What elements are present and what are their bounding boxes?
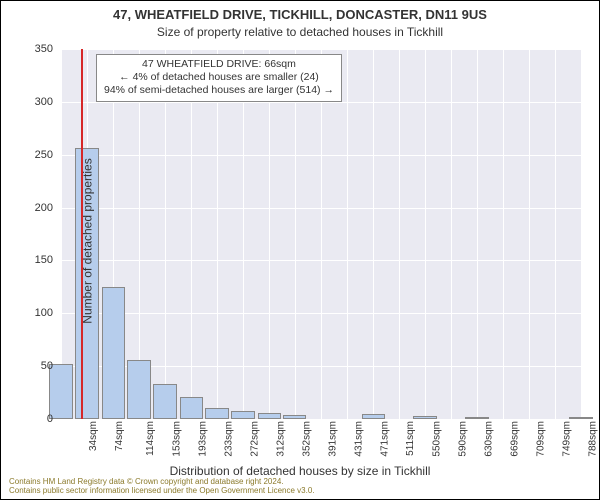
x-tick-label: 709sqm [536, 421, 547, 457]
x-tick-label: 749sqm [562, 421, 573, 457]
x-tick-label: 590sqm [458, 421, 469, 457]
gridline-x [477, 49, 478, 419]
gridline-x [165, 49, 166, 419]
histogram-bar [49, 364, 72, 419]
gridline-x [581, 49, 582, 419]
x-axis-label: Distribution of detached houses by size … [1, 464, 599, 478]
y-tick-label: 300 [13, 96, 53, 108]
gridline-x [373, 49, 374, 419]
histogram-bar [258, 413, 281, 419]
y-tick-label: 100 [13, 307, 53, 319]
chart-title-main: 47, WHEATFIELD DRIVE, TICKHILL, DONCASTE… [1, 7, 599, 22]
x-tick-label: 193sqm [198, 421, 209, 457]
x-tick-label: 352sqm [302, 421, 313, 457]
y-tick-label: 350 [13, 43, 53, 55]
gridline-x [399, 49, 400, 419]
chart-figure: 47, WHEATFIELD DRIVE, TICKHILL, DONCASTE… [0, 0, 600, 500]
x-tick-label: 233sqm [224, 421, 235, 457]
x-tick-label: 431sqm [354, 421, 365, 457]
histogram-bar [205, 408, 228, 419]
histogram-bar [283, 415, 306, 419]
histogram-bar [465, 417, 488, 419]
annotation-line: 94% of semi-detached houses are larger (… [104, 84, 334, 97]
annotation-box: 47 WHEATFIELD DRIVE: 66sqm← 4% of detach… [96, 54, 342, 102]
histogram-bar [569, 417, 592, 419]
histogram-bar [362, 414, 385, 419]
y-tick-label: 250 [13, 149, 53, 161]
gridline-x [425, 49, 426, 419]
histogram-bar [180, 397, 203, 419]
gridline-x [295, 49, 296, 419]
gridline-x [191, 49, 192, 419]
x-tick-label: 34sqm [88, 421, 99, 451]
annotation-line: ← 4% of detached houses are smaller (24) [104, 71, 334, 84]
x-tick-label: 272sqm [249, 421, 260, 457]
y-tick-label: 50 [13, 360, 53, 372]
x-tick-label: 630sqm [484, 421, 495, 457]
x-tick-label: 471sqm [380, 421, 391, 457]
footer-line-1: Contains HM Land Registry data © Crown c… [9, 477, 284, 486]
footer-line-2: Contains public sector information licen… [9, 486, 315, 495]
x-tick-label: 74sqm [114, 421, 125, 451]
y-tick-label: 200 [13, 202, 53, 214]
gridline-x [555, 49, 556, 419]
histogram-bar [231, 411, 254, 419]
x-tick-label: 550sqm [432, 421, 443, 457]
histogram-bar [413, 416, 436, 419]
x-tick-label: 511sqm [405, 421, 416, 456]
x-tick-label: 669sqm [509, 421, 520, 457]
footer-attribution: Contains HM Land Registry data © Crown c… [9, 478, 591, 496]
histogram-bar [102, 287, 125, 419]
gridline-x [347, 49, 348, 419]
gridline-y [61, 419, 581, 420]
x-tick-label: 312sqm [276, 421, 287, 457]
gridline-x [451, 49, 452, 419]
plot-area [61, 49, 581, 419]
gridline-x [503, 49, 504, 419]
y-axis-label: Number of detached properties [81, 158, 95, 323]
y-tick-label: 0 [13, 413, 53, 425]
gridline-x [321, 49, 322, 419]
histogram-bar [153, 384, 176, 419]
gridline-x [243, 49, 244, 419]
x-tick-label: 153sqm [172, 421, 183, 457]
gridline-x [217, 49, 218, 419]
y-tick-label: 150 [13, 254, 53, 266]
histogram-bar [127, 360, 150, 419]
x-tick-label: 114sqm [145, 421, 156, 456]
gridline-x [269, 49, 270, 419]
x-tick-label: 391sqm [327, 421, 338, 457]
chart-title-sub: Size of property relative to detached ho… [1, 25, 599, 39]
annotation-line: 47 WHEATFIELD DRIVE: 66sqm [104, 58, 334, 71]
gridline-x [529, 49, 530, 419]
x-tick-label: 788sqm [587, 421, 598, 457]
